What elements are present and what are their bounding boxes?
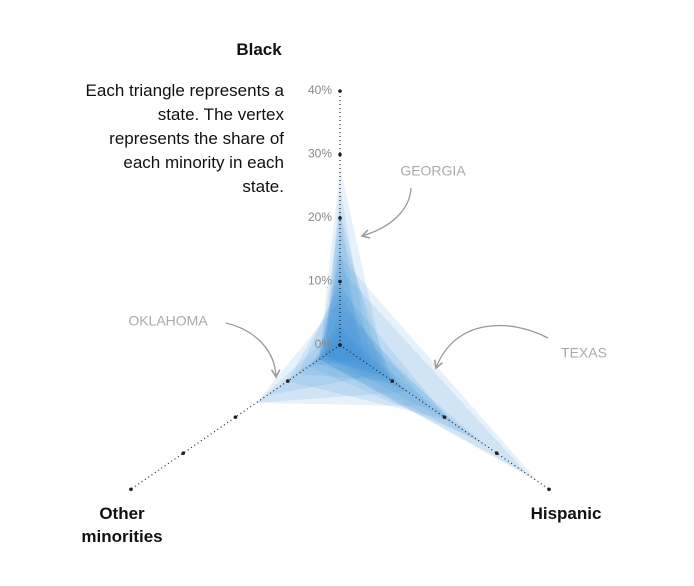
state-triangle [324,230,393,382]
tick-dot [547,487,551,492]
tick-label: 0% [315,337,333,351]
tick-label: 10% [308,274,332,288]
state-triangle [256,325,408,403]
state-triangle [308,338,361,367]
state-triangle [319,256,539,483]
annotation: TEXAS [561,345,607,361]
triangles [256,167,539,483]
axes: 0% 10% 20% 30% 40% [129,83,551,492]
tick-dot [129,487,133,492]
axis-label: Hispanic [530,504,602,523]
state-triangle [324,325,372,367]
tick-dot [338,89,342,93]
tick-dot [338,343,342,347]
tick-dot [494,451,499,456]
state-triangle [313,294,403,389]
tick-dot [442,415,447,419]
state-triangle [324,205,361,360]
annotation: GEORGIA [400,163,466,179]
state-triangle [266,338,382,396]
tick-dot [390,379,395,383]
annotation: OKLAHOMA [128,313,208,329]
state-triangle [298,281,393,382]
tick-dot [338,152,342,157]
tick-label: 30% [308,147,332,161]
arrow [433,324,549,370]
state-triangle [319,249,367,364]
axis-label: Black [236,40,282,59]
tick-label: 40% [308,83,332,97]
tick-dot [181,451,186,456]
state-triangle [319,319,487,446]
axis-label: Other minorities [81,504,163,546]
state-triangle [319,167,388,378]
state-triangle [308,332,476,439]
tick-label: 20% [308,210,332,224]
arrow [225,322,281,379]
state-triangle [319,268,529,475]
arrow [360,187,412,239]
tick-dot [338,216,342,220]
tick-dot [233,415,238,419]
state-triangle [287,287,450,421]
state-triangle [319,211,382,374]
state-triangle [256,300,429,407]
note: Each triangle represents a state. The ve… [85,81,284,196]
tick-dot [338,279,342,284]
state-triangle [324,306,455,425]
tick-dot [285,379,290,383]
state-triangle [324,186,372,367]
